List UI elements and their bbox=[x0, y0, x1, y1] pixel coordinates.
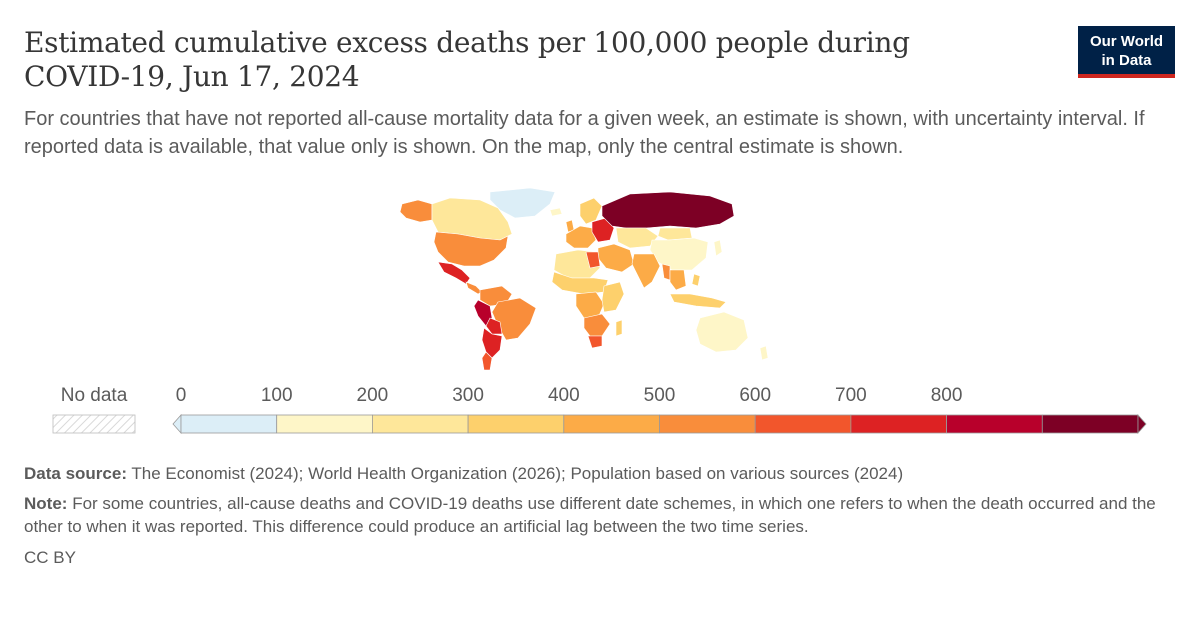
region-indonesia[interactable] bbox=[669, 293, 727, 309]
region-greenland[interactable] bbox=[489, 187, 556, 219]
region-middle-east[interactable] bbox=[597, 243, 635, 273]
legend-tick-label: 0 bbox=[176, 385, 187, 406]
region-russia[interactable] bbox=[601, 191, 735, 229]
legend-no-data-swatch[interactable] bbox=[52, 414, 136, 434]
region-united-states[interactable] bbox=[433, 231, 509, 267]
legend-swatch[interactable] bbox=[467, 414, 565, 434]
legend-tick-label: 200 bbox=[357, 385, 389, 406]
region-bolivia[interactable] bbox=[485, 317, 503, 335]
legend-swatch[interactable] bbox=[276, 414, 373, 434]
legend-tick-label: 600 bbox=[739, 385, 771, 406]
chart-title: Estimated cumulative excess deaths per 1… bbox=[24, 26, 910, 93]
region-philippines[interactable] bbox=[691, 273, 701, 287]
region-iceland[interactable] bbox=[549, 207, 563, 217]
region-central-africa[interactable] bbox=[575, 291, 605, 319]
legend-tick-label: 300 bbox=[452, 385, 484, 406]
legend-tick-label: 700 bbox=[835, 385, 867, 406]
source-text: The Economist (2024); World Health Organ… bbox=[131, 464, 904, 483]
region-southeast-asia[interactable] bbox=[669, 269, 687, 291]
legend-swatch[interactable] bbox=[563, 414, 660, 434]
legend-swatch[interactable] bbox=[1041, 414, 1139, 434]
note-text: For some countries, all-cause deaths and… bbox=[24, 494, 1156, 536]
legend-no-data-label: No data bbox=[61, 385, 128, 406]
region-mongolia[interactable] bbox=[657, 227, 693, 241]
region-southern-africa[interactable] bbox=[583, 313, 611, 337]
legend-tick-label: 500 bbox=[644, 385, 676, 406]
chart-subtitle: For countries that have not reported all… bbox=[24, 108, 1145, 158]
license[interactable]: CC BY bbox=[24, 548, 76, 567]
region-east-africa[interactable] bbox=[601, 281, 625, 313]
owid-logo[interactable]: Our World in Data bbox=[1078, 26, 1175, 78]
region-mexico[interactable] bbox=[437, 261, 471, 285]
region-scandinavia[interactable] bbox=[579, 197, 603, 225]
region-brazil[interactable] bbox=[491, 297, 537, 341]
region-myanmar[interactable] bbox=[661, 263, 671, 281]
legend-swatch[interactable] bbox=[371, 414, 469, 434]
color-legend: No data 0 100 200 300 400 500 600 700 800 bbox=[52, 385, 1147, 435]
region-new-zealand[interactable] bbox=[759, 345, 769, 361]
region-libya[interactable] bbox=[585, 251, 601, 269]
data-source: Data source: The Economist (2024); World… bbox=[24, 462, 1174, 485]
legend-swatch[interactable] bbox=[180, 414, 278, 434]
footer: Data source: The Economist (2024); World… bbox=[24, 462, 1174, 569]
region-central-america[interactable] bbox=[465, 281, 483, 295]
legend-swatch[interactable] bbox=[659, 414, 756, 434]
legend-bins: 0 100 200 300 400 500 600 700 800 bbox=[172, 385, 1147, 435]
region-central-asia[interactable] bbox=[615, 227, 659, 249]
note: Note: For some countries, all-cause deat… bbox=[24, 492, 1174, 538]
region-india[interactable] bbox=[631, 253, 661, 289]
region-madagascar[interactable] bbox=[615, 319, 623, 337]
legend-arrow-left bbox=[172, 413, 182, 435]
legend-arrow-right bbox=[1137, 413, 1147, 435]
region-alaska[interactable] bbox=[399, 199, 433, 223]
region-australia[interactable] bbox=[695, 311, 749, 353]
legend-tick-label: 800 bbox=[931, 385, 963, 406]
legend-swatch[interactable] bbox=[754, 414, 852, 434]
region-argentina-chile[interactable] bbox=[481, 327, 503, 359]
legend-tick-label: 100 bbox=[261, 385, 293, 406]
legend-tick-label: 400 bbox=[548, 385, 580, 406]
legend-swatch[interactable] bbox=[850, 414, 948, 434]
region-western-europe[interactable] bbox=[565, 225, 597, 249]
logo-line-1: Our World bbox=[1089, 33, 1164, 50]
source-label: Data source: bbox=[24, 464, 127, 483]
legend-swatch[interactable] bbox=[946, 414, 1043, 434]
world-map bbox=[399, 187, 769, 371]
note-label: Note: bbox=[24, 494, 68, 513]
region-patagonia[interactable] bbox=[481, 351, 493, 371]
region-japan[interactable] bbox=[713, 239, 723, 257]
region-south-africa[interactable] bbox=[587, 335, 603, 349]
logo-line-2: in Data bbox=[1101, 52, 1152, 69]
